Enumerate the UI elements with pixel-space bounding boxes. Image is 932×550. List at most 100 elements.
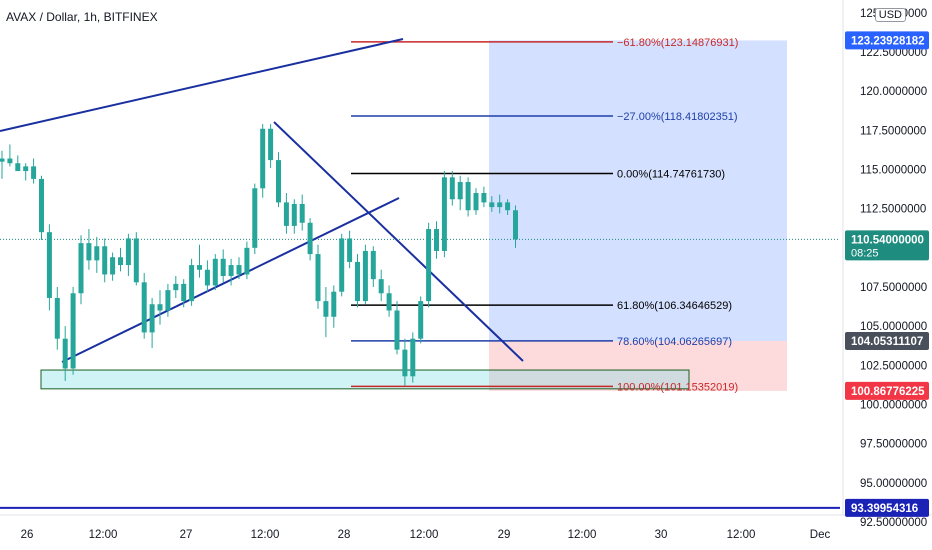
fib-level-label: 0.00%(114.74761730) — [617, 168, 725, 180]
y-tick-label: 102.5000000 — [860, 360, 927, 372]
y-tick-label: 95.00000000 — [860, 478, 927, 490]
candle-countdown: 08:25 — [851, 247, 879, 259]
candle-body — [157, 304, 163, 311]
x-tick-label: 28 — [338, 529, 351, 541]
y-tick-label: 100.0000000 — [860, 400, 927, 412]
candle-body — [402, 349, 408, 377]
candle-body — [133, 238, 139, 283]
x-tick-label: 27 — [180, 529, 193, 541]
y-tick-label: 112.5000000 — [860, 204, 926, 216]
candle-body — [449, 177, 455, 200]
price-tag-label: 123.23928182 — [851, 35, 925, 47]
candle-body — [78, 243, 84, 294]
x-tick-label: 12:00 — [89, 529, 118, 541]
fib-level-label: 61.80%(106.34646529) — [617, 300, 732, 312]
candle-body — [426, 229, 432, 302]
candle-body — [189, 265, 195, 302]
y-tick-label: 107.5000000 — [860, 282, 927, 294]
candle-body — [236, 265, 242, 275]
y-tick-label: 97.50000000 — [860, 439, 927, 451]
candle-body — [505, 202, 511, 211]
price-tag-label: 110.54000000 — [851, 234, 924, 246]
candle-body — [418, 301, 424, 339]
price-tag — [845, 498, 929, 517]
descending-trend-line — [273, 121, 524, 362]
candle-body — [62, 338, 68, 369]
price-tag — [845, 230, 929, 261]
fib-level-label: 100.00%(101.15352019) — [617, 381, 738, 393]
y-tick-label: 105.0000000 — [860, 321, 927, 333]
y-tick-label: 120.0000000 — [860, 86, 927, 98]
candle-body — [102, 246, 108, 275]
candle-body — [149, 304, 155, 333]
currency-button[interactable]: USD — [874, 8, 906, 22]
x-tick-label: 12:00 — [251, 529, 280, 541]
candle-body — [394, 310, 400, 350]
candle-body — [323, 301, 329, 317]
candle-body — [0, 158, 5, 162]
price-tag — [845, 31, 929, 50]
candle-body — [339, 238, 345, 292]
candle-body — [7, 158, 13, 164]
y-tick-label: 92.50000000 — [860, 517, 927, 529]
x-tick-label: Dec — [810, 529, 831, 541]
x-tick-label: 30 — [655, 529, 668, 541]
candle-body — [70, 293, 76, 369]
upper-trend-line — [0, 38, 404, 132]
y-tick-label: 115.0000000 — [860, 165, 926, 177]
candle-body — [268, 128, 274, 161]
support-zone — [40, 369, 690, 390]
y-tick-label: 122.5000000 — [860, 47, 927, 59]
candle-body — [291, 203, 297, 226]
price-tag — [845, 332, 929, 351]
candle-body — [362, 250, 368, 302]
candle-body — [220, 258, 226, 277]
candle-body — [410, 338, 416, 377]
price-tag-label: 93.39954316 — [851, 503, 918, 515]
position-profit-zone — [489, 40, 787, 342]
candle-body — [260, 128, 266, 189]
fib-level-label: 78.60%(104.06265697) — [617, 336, 732, 348]
candle-body — [481, 193, 487, 203]
price-tag-label: 100.86776225 — [851, 386, 925, 398]
candle-body — [497, 202, 503, 208]
candle-body — [465, 182, 471, 211]
candle-body — [307, 222, 313, 255]
x-tick-label: 26 — [21, 529, 34, 541]
x-tick-label: 12:00 — [568, 529, 597, 541]
candle-body — [94, 246, 100, 261]
candle-body — [355, 261, 360, 302]
candle-body — [370, 250, 376, 280]
x-tick-label: 29 — [498, 529, 511, 541]
candle-body — [473, 193, 479, 211]
candle-body — [441, 177, 447, 251]
price-axis-background — [843, 0, 932, 550]
candle-body — [244, 247, 250, 275]
candle-body — [141, 282, 147, 333]
candle-body — [378, 279, 384, 294]
chart-title: AVAX / Dollar, 1h, BITFINEX — [6, 10, 158, 24]
candle-body — [165, 290, 171, 311]
x-tick-label: 12:00 — [727, 529, 756, 541]
candle-body — [125, 238, 131, 266]
candle-body — [228, 265, 234, 277]
candle-body — [39, 178, 44, 233]
candle-body — [15, 163, 21, 172]
rising-wedge-line — [61, 197, 400, 363]
candle-body — [31, 166, 37, 179]
candle-body — [118, 257, 123, 266]
candle-body — [197, 265, 202, 270]
candle-body — [513, 210, 518, 240]
candle-body — [386, 293, 392, 311]
candle-body — [434, 229, 439, 251]
candle-body — [331, 291, 337, 317]
candle-body — [212, 258, 218, 286]
candle-body — [315, 254, 321, 302]
candle-body — [110, 257, 116, 275]
position-loss-zone — [489, 341, 787, 391]
candle-body — [181, 283, 187, 302]
fib-level-label: −27.00%(118.41802351) — [617, 111, 738, 123]
fib-level-label: −61.80%(123.14876931) — [617, 37, 738, 49]
candle-body — [347, 238, 353, 262]
